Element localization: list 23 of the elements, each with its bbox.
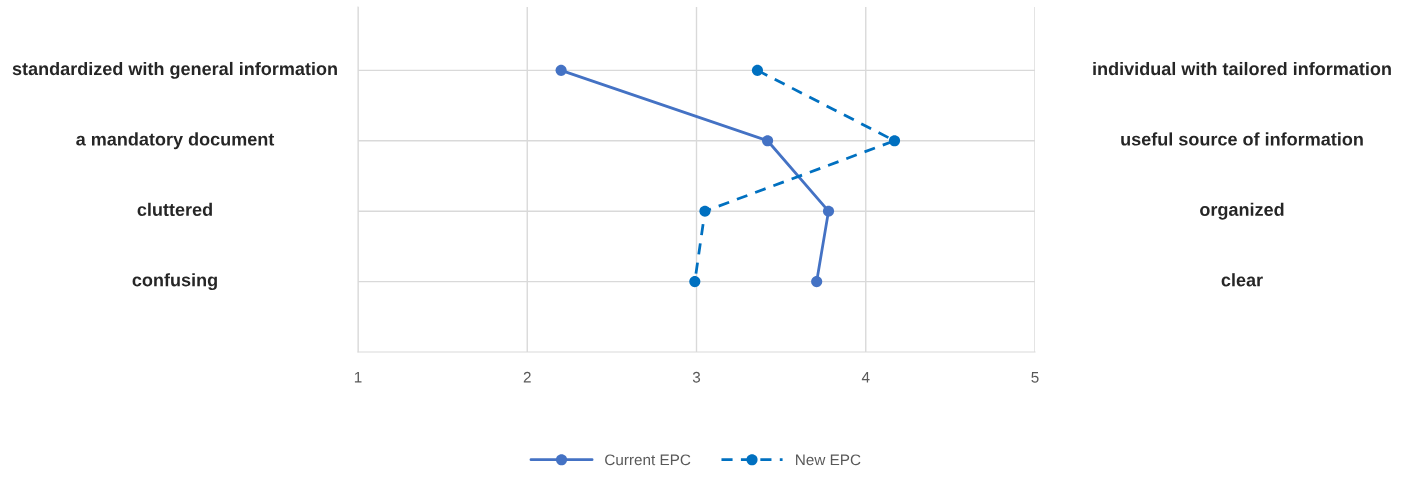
y2-tick-label: individual with tailored information: [1093, 61, 1391, 76]
point: [888, 135, 901, 147]
x-tick-label: 5: [1031, 372, 1039, 383]
point: [555, 64, 567, 76]
y2-tick-label: organized: [1200, 202, 1284, 220]
y2-tick-label: clear: [1221, 273, 1263, 287]
x-tick-label: 4: [861, 372, 870, 383]
point: [811, 276, 823, 288]
point: [689, 276, 701, 288]
y-tick-label: standardized with general information: [12, 61, 337, 79]
y-tick-label: confusing: [132, 273, 217, 291]
x-tick-label: 2: [523, 371, 531, 383]
y-tick-label: cluttered: [137, 202, 212, 217]
x-tick-label: 1: [354, 372, 362, 383]
point: [751, 64, 763, 76]
y-tick-label: a mandatory document: [76, 132, 275, 150]
x-tick-label: 3: [692, 371, 701, 383]
point: [762, 135, 774, 147]
legend-label: Current EPC: [605, 454, 691, 466]
y2-tick-label: useful source of information: [1121, 132, 1363, 146]
legend-label: New EPC: [796, 454, 861, 466]
point: [699, 205, 711, 217]
point: [822, 205, 835, 217]
